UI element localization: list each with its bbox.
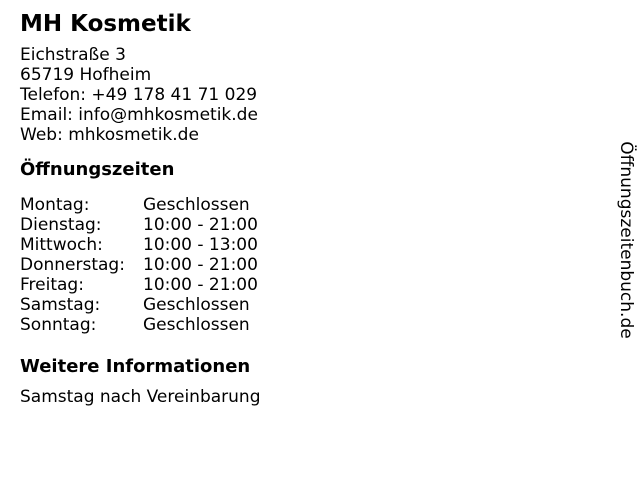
day-label: Montag: xyxy=(20,195,90,215)
business-name: MH Kosmetik xyxy=(20,11,191,37)
time-value: 10:00 - 21:00 xyxy=(143,255,258,275)
time-value: Geschlossen xyxy=(143,195,250,215)
hours-table: Montag: Geschlossen Dienstag: 10:00 - 21… xyxy=(20,195,600,335)
day-label: Mittwoch: xyxy=(20,235,103,255)
address-street-line: Eichstraße 3 xyxy=(20,45,126,65)
hours-row-monday: Montag: Geschlossen xyxy=(20,195,600,215)
hours-row-saturday: Samstag: Geschlossen xyxy=(20,295,600,315)
hours-row-friday: Freitag: 10:00 - 21:00 xyxy=(20,275,600,295)
hours-row-thursday: Donnerstag: 10:00 - 21:00 xyxy=(20,255,600,275)
time-value: 10:00 - 21:00 xyxy=(143,215,258,235)
watermark-vertical-text: Öffnungszeitenbuch.de xyxy=(616,141,636,339)
day-label: Dienstag: xyxy=(20,215,102,235)
hours-row-wednesday: Mittwoch: 10:00 - 13:00 xyxy=(20,235,600,255)
contact-block: Eichstraße 3 65719 Hofheim Telefon: +49 … xyxy=(20,45,600,145)
day-label: Samstag: xyxy=(20,295,101,315)
page-content: MH Kosmetik Eichstraße 3 65719 Hofheim T… xyxy=(20,11,600,407)
web-line: Web: mhkosmetik.de xyxy=(20,125,199,145)
time-value: Geschlossen xyxy=(143,295,250,315)
time-value: 10:00 - 13:00 xyxy=(143,235,258,255)
phone-line: Telefon: +49 178 41 71 029 xyxy=(20,85,258,105)
hours-row-tuesday: Dienstag: 10:00 - 21:00 xyxy=(20,215,600,235)
day-label: Donnerstag: xyxy=(20,255,125,275)
time-value: Geschlossen xyxy=(143,315,250,335)
hours-row-sunday: Sonntag: Geschlossen xyxy=(20,315,600,335)
email-line: Email: info@mhkosmetik.de xyxy=(20,105,258,125)
more-info-text: Samstag nach Vereinbarung xyxy=(20,387,261,407)
day-label: Sonntag: xyxy=(20,315,97,335)
more-info-heading: Weitere Informationen xyxy=(20,356,251,377)
hours-heading: Öffnungszeiten xyxy=(20,159,175,180)
day-label: Freitag: xyxy=(20,275,84,295)
address-city-line: 65719 Hofheim xyxy=(20,65,152,85)
time-value: 10:00 - 21:00 xyxy=(143,275,258,295)
